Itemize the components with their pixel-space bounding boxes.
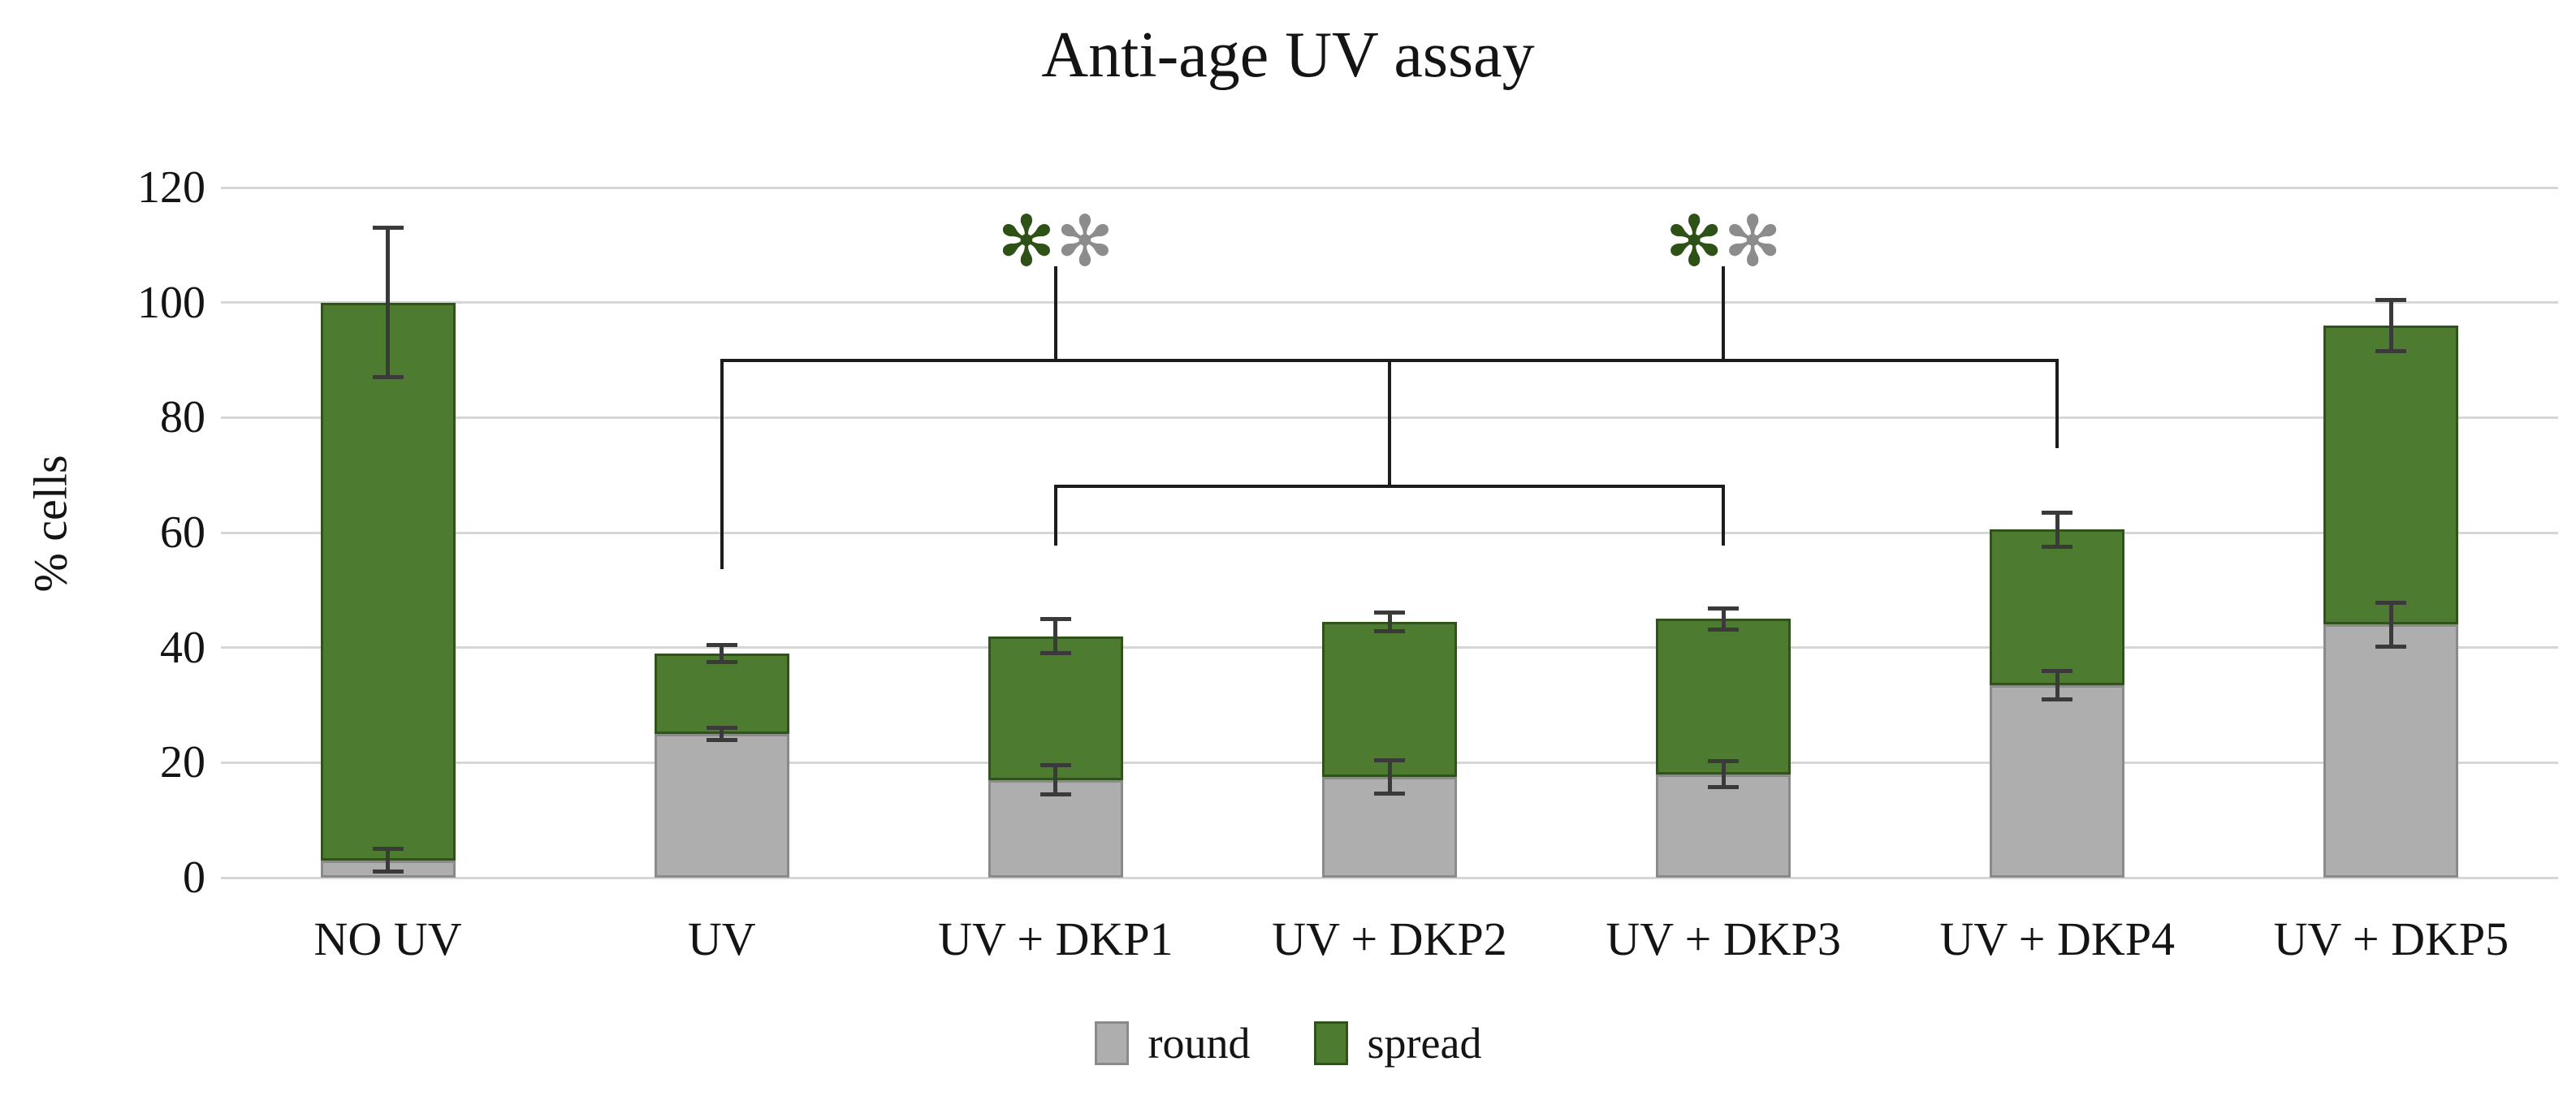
error-bar-line bbox=[1387, 612, 1392, 632]
significance-bracket-line bbox=[1722, 266, 1726, 362]
significance-bracket-line bbox=[2055, 358, 2060, 448]
significance-asterisk-icon: ✻ bbox=[1665, 201, 1724, 283]
significance-asterisk-icon: ✻ bbox=[996, 201, 1056, 283]
y-tick-label: 40 bbox=[160, 622, 205, 673]
error-bar-line bbox=[1387, 760, 1392, 794]
error-bar-cap bbox=[706, 642, 737, 647]
y-tick-label: 20 bbox=[160, 737, 205, 788]
error-bar-cap bbox=[1374, 610, 1405, 615]
error-bar-cap bbox=[1374, 758, 1405, 762]
error-bar-line bbox=[1053, 619, 1058, 654]
legend-item-spread: spread bbox=[1313, 1019, 1482, 1068]
error-bar-cap bbox=[372, 375, 404, 380]
y-tick-label: 120 bbox=[137, 162, 205, 213]
gridline bbox=[221, 876, 2558, 879]
error-bar-cap bbox=[1708, 785, 1740, 790]
error-bar-cap bbox=[1374, 628, 1405, 633]
legend-swatch-spread bbox=[1313, 1021, 1348, 1065]
bar-segment-spread bbox=[1322, 621, 1457, 778]
error-bar-line bbox=[1721, 761, 1726, 788]
error-bar-cap bbox=[706, 726, 737, 731]
x-category-label: UV + DKP4 bbox=[1939, 913, 2175, 965]
error-bar-cap bbox=[1039, 792, 1071, 796]
bar-segment-spread bbox=[654, 653, 789, 734]
error-bar-cap bbox=[1039, 616, 1071, 621]
bar-segment-round bbox=[2323, 624, 2459, 878]
x-category-label: UV + DKP1 bbox=[938, 913, 1173, 965]
y-tick-label: 0 bbox=[183, 852, 205, 903]
legend: round spread bbox=[0, 1021, 2576, 1065]
bar-segment-spread bbox=[988, 636, 1123, 780]
error-bar-cap bbox=[372, 870, 404, 874]
gridline bbox=[221, 531, 2558, 534]
error-bar-cap bbox=[1039, 763, 1071, 768]
error-bar-cap bbox=[2042, 668, 2073, 673]
error-bar-cap bbox=[2375, 600, 2407, 605]
error-bar-cap bbox=[706, 659, 737, 664]
legend-label: spread bbox=[1367, 1019, 1482, 1068]
x-category-label: UV + DKP2 bbox=[1272, 913, 1507, 965]
x-category-label: UV + DKP3 bbox=[1606, 913, 1841, 965]
error-bar-line bbox=[2388, 300, 2393, 352]
error-bar-cap bbox=[2375, 297, 2407, 302]
significance-asterisk-icon: ✻ bbox=[1723, 201, 1783, 283]
error-bar-line bbox=[1053, 765, 1058, 795]
y-tick-label: 80 bbox=[160, 392, 205, 443]
error-bar-cap bbox=[2042, 511, 2073, 516]
error-bar-cap bbox=[2042, 697, 2073, 701]
bar-segment-round bbox=[654, 733, 789, 878]
significance-bracket-line bbox=[1722, 485, 1726, 546]
error-bar-cap bbox=[1708, 758, 1740, 763]
error-bar-line bbox=[720, 645, 724, 662]
error-bar-line bbox=[2055, 512, 2060, 546]
error-bar-cap bbox=[1708, 627, 1740, 632]
bar-segment-round bbox=[1990, 684, 2125, 878]
error-bar-line bbox=[2388, 602, 2393, 647]
chart-title: Anti-age UV assay bbox=[1041, 19, 1535, 91]
legend-swatch-round bbox=[1094, 1021, 1129, 1065]
error-bar-line bbox=[1721, 608, 1726, 629]
significance-bracket-line bbox=[1388, 358, 1391, 489]
error-bar-line bbox=[2055, 671, 2060, 700]
error-bar-cap bbox=[2042, 544, 2073, 549]
gridline bbox=[221, 186, 2558, 189]
error-bar-cap bbox=[1374, 792, 1405, 796]
error-bar-line bbox=[720, 727, 724, 740]
error-bar-cap bbox=[2375, 644, 2407, 649]
y-tick-label: 100 bbox=[137, 277, 205, 328]
error-bar-cap bbox=[2375, 349, 2407, 354]
bar-segment-spread bbox=[320, 302, 456, 861]
error-bar-cap bbox=[372, 847, 404, 852]
significance-bracket-line bbox=[1053, 266, 1057, 362]
error-bar-line bbox=[386, 227, 391, 378]
error-bar-cap bbox=[1708, 606, 1740, 611]
significance-bracket-line bbox=[720, 358, 724, 569]
gridline bbox=[221, 301, 2558, 304]
legend-item-round: round bbox=[1094, 1019, 1251, 1068]
x-category-label: UV + DKP5 bbox=[2273, 913, 2509, 965]
significance-bracket-line bbox=[1053, 485, 1057, 546]
bar-segment-spread bbox=[1656, 619, 1792, 775]
bar-segment-spread bbox=[2323, 326, 2459, 625]
error-bar-line bbox=[386, 848, 391, 872]
bar-segment-round bbox=[1656, 774, 1792, 878]
error-bar-cap bbox=[706, 737, 737, 742]
x-category-label: UV bbox=[687, 913, 756, 965]
bar-segment-spread bbox=[1990, 529, 2125, 685]
legend-label: round bbox=[1148, 1019, 1251, 1068]
significance-bracket-line bbox=[1053, 485, 1726, 489]
error-bar-cap bbox=[372, 226, 404, 231]
significance-asterisk-icon: ✻ bbox=[1055, 201, 1114, 283]
x-category-label: NO UV bbox=[313, 913, 462, 965]
error-bar-cap bbox=[1039, 651, 1071, 656]
y-tick-label: 60 bbox=[160, 507, 205, 558]
